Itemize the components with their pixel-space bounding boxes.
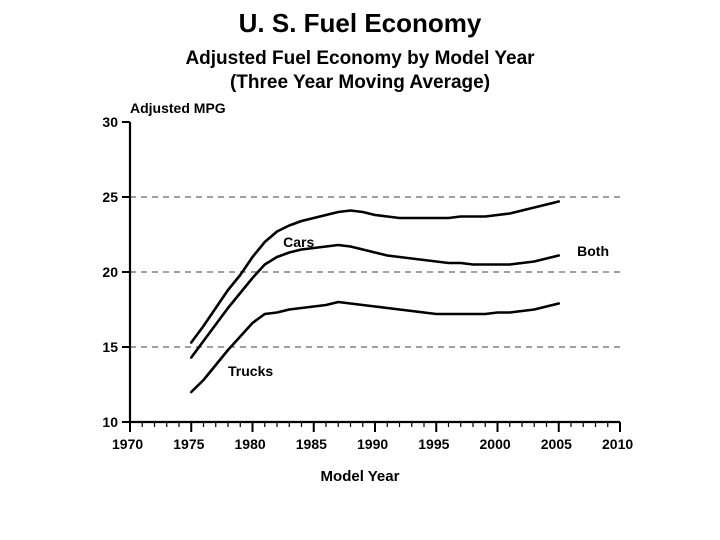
series-both [191,245,559,358]
x-tick-label: 1970 [112,436,143,452]
x-tick-label: 1980 [235,436,266,452]
series-label-trucks: Trucks [228,363,273,379]
y-tick-label: 25 [102,189,118,205]
x-tick-label: 1975 [173,436,204,452]
x-axis-title: Model Year [0,468,720,485]
x-tick-label: 2005 [541,436,572,452]
y-tick-label: 15 [102,339,118,355]
x-tick-label: 1990 [357,436,388,452]
x-tick-label: 1985 [296,436,327,452]
y-tick-label: 10 [102,414,118,430]
series-label-both: Both [577,243,609,259]
x-tick-label: 2010 [602,436,633,452]
y-tick-label: 20 [102,264,118,280]
series-label-cars: Cars [283,234,314,250]
x-tick-label: 2000 [480,436,511,452]
page: U. S. Fuel Economy Adjusted Fuel Economy… [0,0,720,540]
y-tick-label: 30 [102,114,118,130]
x-tick-label: 1995 [418,436,449,452]
